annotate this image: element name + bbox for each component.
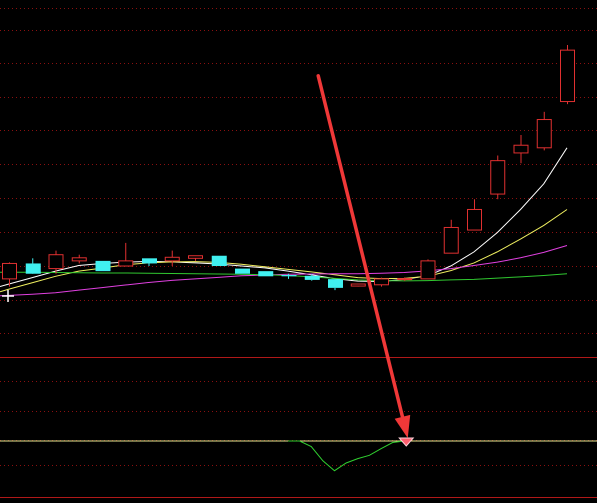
candle-body	[235, 268, 250, 274]
candle-body	[443, 226, 459, 254]
candle-24	[536, 111, 552, 151]
annotation-arrow-shaft-1	[316, 74, 405, 419]
candle-body	[374, 278, 389, 286]
candle-15	[328, 279, 343, 291]
moving-average-3-line	[0, 244, 568, 297]
candle-body	[25, 263, 41, 274]
candle-20	[443, 219, 459, 254]
candle-body	[48, 254, 64, 270]
candle-body	[281, 275, 297, 277]
candle-body	[490, 160, 506, 195]
candle-body	[188, 255, 203, 259]
candle-body	[211, 255, 227, 267]
signal-diamond-marker	[398, 437, 415, 447]
candle-body	[420, 260, 436, 280]
candle-body	[536, 119, 552, 149]
candle-10	[211, 255, 227, 267]
candle-body	[397, 278, 413, 281]
candlestick-series	[2, 45, 575, 291]
candle-body	[513, 144, 529, 154]
candle-6	[118, 242, 134, 267]
candle-body	[560, 49, 575, 103]
candle-8	[164, 250, 180, 267]
candle-23	[513, 134, 529, 164]
candle-21	[467, 199, 482, 231]
candle-body	[467, 208, 482, 231]
candle-17	[374, 277, 389, 287]
moving-average-lines	[0, 147, 568, 297]
candle-12	[258, 271, 274, 277]
candle-4	[71, 254, 87, 264]
indicator-line-1	[288, 440, 405, 472]
candle-body	[164, 256, 180, 262]
annotation-arrow-head-1	[394, 414, 411, 439]
annotation-layer	[2, 74, 411, 439]
candle-body	[2, 262, 17, 280]
candle-2	[25, 258, 41, 274]
candle-5	[95, 260, 111, 272]
moving-average-1-line	[0, 147, 568, 288]
candle-7	[142, 258, 157, 267]
candle-14	[304, 274, 320, 281]
moving-average-4-line	[0, 271, 568, 282]
candle-body	[350, 283, 366, 287]
candle-9	[188, 255, 203, 261]
candle-11	[235, 268, 250, 274]
candle-body	[142, 258, 157, 264]
panel-divider	[0, 357, 597, 498]
candle-16	[350, 283, 366, 287]
indicator-panel	[0, 437, 597, 472]
candle-1	[2, 262, 17, 287]
candle-body	[118, 260, 134, 267]
candle-3	[48, 250, 64, 274]
candle-19	[420, 259, 436, 280]
candle-25	[560, 45, 575, 105]
candle-22	[490, 155, 506, 200]
candle-body	[95, 260, 111, 272]
moving-average-2-line	[0, 209, 568, 293]
candle-13	[281, 273, 297, 279]
candle-body	[304, 275, 320, 280]
candle-18	[397, 277, 413, 281]
candle-body	[71, 257, 87, 262]
candle-body	[258, 271, 274, 277]
candle-body	[328, 279, 343, 288]
